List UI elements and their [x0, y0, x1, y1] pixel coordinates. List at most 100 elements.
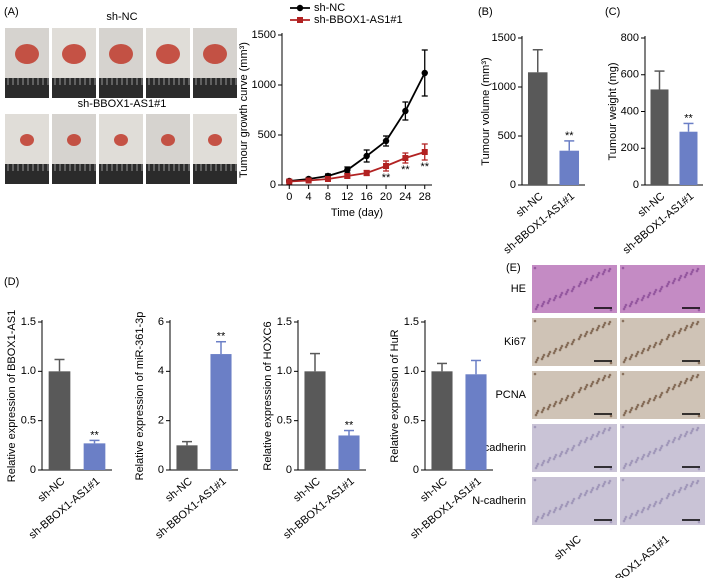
- cell: [665, 496, 669, 500]
- cell: [621, 478, 625, 482]
- cell: [564, 292, 568, 296]
- legend-marker: [297, 17, 303, 23]
- cell: [635, 458, 639, 462]
- cell: [648, 450, 652, 454]
- cell: [541, 355, 545, 359]
- cell: [679, 433, 683, 437]
- cell: [653, 290, 657, 294]
- cell: [534, 307, 538, 311]
- cell: [577, 390, 581, 394]
- cell: [547, 352, 551, 356]
- cell: [548, 297, 552, 301]
- cell: [535, 358, 539, 362]
- cell: [665, 337, 669, 341]
- ruler: [52, 78, 96, 98]
- cell: [677, 278, 681, 282]
- cell: [678, 435, 682, 439]
- cell: [635, 405, 639, 409]
- cell: [590, 276, 594, 280]
- y-tick-label: 1000: [252, 79, 276, 91]
- cell: [659, 446, 663, 450]
- cell: [634, 301, 638, 305]
- y-tick-label: 0.5: [404, 415, 419, 427]
- cell: [559, 505, 563, 509]
- cell: [554, 347, 558, 351]
- cell: [677, 331, 681, 335]
- significance: **: [684, 112, 693, 124]
- cell: [534, 519, 538, 523]
- cell: [601, 325, 605, 329]
- cell: [546, 513, 550, 517]
- cell: [695, 428, 699, 432]
- cell: [572, 338, 576, 342]
- cell: [548, 509, 552, 513]
- cell: [609, 361, 613, 365]
- marker: [344, 173, 351, 179]
- cell: [665, 443, 669, 447]
- cell: [671, 334, 675, 338]
- cell: [678, 276, 682, 280]
- cell: [577, 496, 581, 500]
- cell: [641, 349, 645, 353]
- cell: [596, 485, 600, 489]
- cell: [623, 411, 627, 415]
- cell: [654, 341, 658, 345]
- y-tick-label: 800: [621, 32, 639, 44]
- bar: [527, 72, 548, 185]
- cell: [622, 307, 626, 311]
- cell: [640, 404, 644, 408]
- x-tick-label: 8: [325, 191, 331, 203]
- cell: [642, 400, 646, 404]
- cell: [536, 303, 540, 307]
- cell: [666, 388, 670, 392]
- cell: [648, 291, 652, 295]
- cell: [672, 491, 676, 495]
- cell: [646, 348, 650, 352]
- cell: [602, 429, 606, 433]
- cell: [535, 464, 539, 468]
- cell: [609, 520, 613, 524]
- cell: [634, 354, 638, 358]
- cell: [540, 463, 544, 467]
- x-tick-label: 16: [361, 191, 373, 203]
- cell: [641, 508, 645, 512]
- column-label: sh-NC: [552, 533, 584, 562]
- bar: [559, 150, 580, 185]
- cell: [653, 502, 657, 506]
- cell: [685, 324, 689, 328]
- cell: [558, 454, 562, 458]
- cell: [671, 387, 675, 391]
- cell: [584, 279, 588, 283]
- cell: [659, 499, 663, 503]
- cell: [559, 346, 563, 350]
- panel-label: (A): [4, 6, 19, 18]
- cell: [636, 509, 640, 513]
- cell: [596, 379, 600, 383]
- cell: [683, 275, 687, 279]
- cell: [634, 460, 638, 464]
- cell: [696, 479, 700, 483]
- cell: [630, 512, 634, 516]
- cell: [584, 491, 588, 495]
- bar: [304, 371, 326, 470]
- cell: [603, 374, 607, 378]
- x-tick-label: 24: [399, 191, 411, 203]
- cell: [566, 394, 570, 398]
- y-axis-label: Relative expression of BBOX1-AS1: [6, 310, 18, 482]
- tumour: [161, 134, 175, 146]
- cell: [689, 484, 693, 488]
- cell: [552, 510, 556, 514]
- cell: [671, 493, 675, 497]
- cell: [564, 345, 568, 349]
- ruler: [193, 164, 237, 184]
- cell: [642, 453, 646, 457]
- cell: [579, 280, 583, 284]
- cell: [603, 268, 607, 272]
- cell: [597, 483, 601, 487]
- cell: [558, 295, 562, 299]
- cell: [547, 405, 551, 409]
- cell: [654, 500, 658, 504]
- cell: [673, 383, 677, 387]
- marker: [344, 166, 351, 174]
- x-tick-label: sh-NC: [36, 475, 68, 504]
